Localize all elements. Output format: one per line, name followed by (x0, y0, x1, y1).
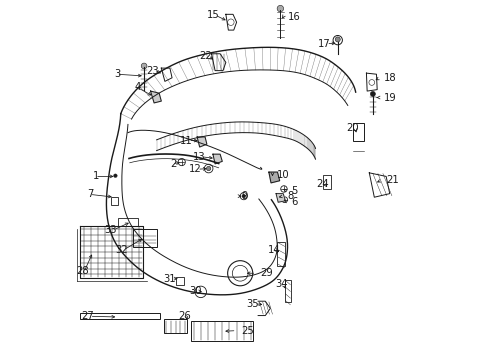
Polygon shape (150, 91, 161, 103)
Circle shape (113, 174, 117, 177)
Text: 22: 22 (199, 51, 212, 61)
Circle shape (242, 194, 245, 198)
Text: 6: 6 (290, 197, 297, 207)
Bar (80, 314, 160, 319)
Bar (111, 197, 117, 205)
Text: 34: 34 (274, 279, 287, 289)
Text: 30: 30 (188, 286, 201, 296)
Text: 23: 23 (145, 66, 158, 76)
Text: 21: 21 (386, 175, 398, 185)
Text: 14: 14 (267, 245, 280, 255)
Text: 12: 12 (188, 164, 201, 174)
Text: 29: 29 (260, 268, 273, 278)
Text: 8: 8 (287, 191, 293, 201)
Text: 20: 20 (346, 123, 359, 133)
Text: 3: 3 (114, 69, 121, 79)
Text: 1: 1 (93, 171, 99, 181)
Bar (163, 319, 187, 333)
Text: 28: 28 (76, 266, 88, 276)
Text: 4: 4 (134, 82, 140, 92)
Text: 9: 9 (241, 191, 247, 201)
Text: 18: 18 (384, 73, 396, 83)
Bar (118, 218, 138, 226)
Text: 2: 2 (170, 159, 176, 169)
Bar (323, 175, 330, 189)
Text: 16: 16 (287, 12, 300, 22)
Text: 17: 17 (317, 39, 330, 49)
Circle shape (277, 5, 283, 12)
Text: 33: 33 (104, 225, 117, 235)
Circle shape (141, 63, 147, 69)
Text: 15: 15 (206, 10, 219, 20)
Bar (284, 280, 290, 302)
Text: 35: 35 (246, 299, 258, 309)
Text: 13: 13 (192, 152, 204, 162)
Circle shape (369, 91, 375, 96)
Bar (277, 242, 285, 266)
Text: 19: 19 (384, 93, 396, 103)
Polygon shape (197, 137, 206, 147)
Text: 5: 5 (290, 186, 297, 196)
Text: 32: 32 (115, 245, 128, 255)
Polygon shape (212, 154, 222, 164)
Text: 26: 26 (178, 311, 190, 321)
Text: 25: 25 (241, 325, 253, 336)
Bar (190, 321, 253, 341)
Polygon shape (268, 172, 279, 183)
Text: 31: 31 (163, 274, 176, 284)
Polygon shape (276, 194, 285, 202)
Text: 11: 11 (180, 136, 192, 145)
Text: 24: 24 (316, 179, 328, 189)
Text: 10: 10 (276, 170, 289, 180)
Text: 27: 27 (81, 311, 94, 321)
Bar (352, 123, 363, 141)
Text: 7: 7 (87, 189, 94, 199)
Bar (132, 229, 157, 247)
Circle shape (335, 37, 340, 42)
Bar (176, 277, 184, 285)
Circle shape (206, 166, 210, 171)
